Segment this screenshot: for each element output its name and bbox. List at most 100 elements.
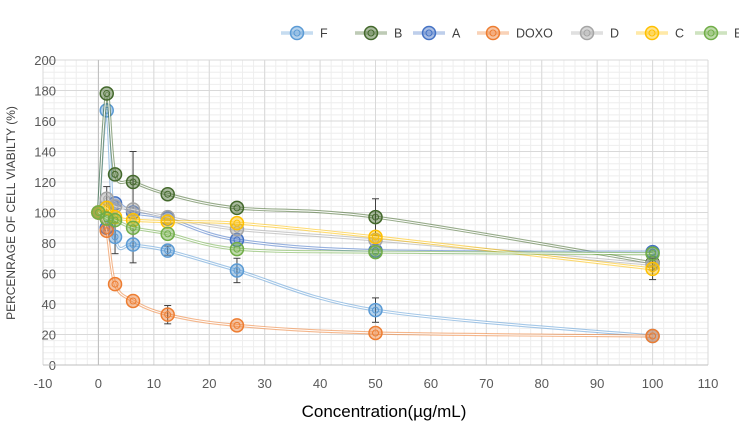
data-point-inner-f (233, 266, 241, 274)
data-point-f (229, 263, 245, 278)
data-point-f (368, 302, 383, 318)
data-point-e (368, 244, 383, 260)
legend-item-b[interactable]: B (355, 25, 402, 41)
data-point-doxo (125, 293, 141, 309)
data-point-inner-e (233, 245, 241, 253)
data-point-e (229, 241, 245, 257)
legend-marker-f (289, 25, 305, 41)
data-point-inner-c (129, 216, 137, 224)
x-tick-label: -10 (34, 376, 53, 391)
legend-label-f: F (320, 27, 328, 41)
legend-marker-inner-e (707, 29, 715, 37)
y-tick-label: 20 (42, 328, 56, 343)
data-point-inner-doxo (649, 332, 657, 340)
data-point-inner-f (129, 241, 137, 249)
y-tick-label: 120 (34, 175, 56, 190)
data-point-c (229, 215, 245, 231)
series-lines (91, 86, 660, 344)
data-point-inner-e (103, 215, 111, 223)
data-point-inner-d (111, 202, 119, 210)
y-tick-label: 140 (34, 145, 56, 160)
data-point-inner-b (129, 178, 137, 186)
legend-marker-inner-a (425, 29, 433, 37)
x-tick-label: 70 (479, 376, 493, 391)
y-tick-label: 60 (42, 267, 56, 282)
data-point-doxo (229, 318, 245, 333)
data-point-b (368, 209, 383, 225)
data-point-b (99, 86, 114, 101)
legend-item-d[interactable]: D (571, 25, 619, 41)
x-tick-label: 100 (642, 376, 664, 391)
x-tick-label: 80 (535, 376, 549, 391)
axes: -100102030405060708090100110020406080100… (34, 53, 719, 391)
legend-label-e: E (734, 27, 739, 41)
x-tick-label: 30 (257, 376, 271, 391)
data-point-b (229, 200, 245, 216)
legend-marker-inner-c (648, 29, 656, 37)
data-point-inner-c (164, 218, 172, 226)
data-point-c (99, 200, 114, 216)
data-point-inner-e (164, 230, 172, 238)
data-point-doxo (645, 328, 660, 344)
data-point-doxo (107, 276, 123, 292)
series-line-inner-b (97, 93, 653, 264)
x-tick-label: 50 (368, 376, 382, 391)
data-point-inner-doxo (111, 280, 119, 288)
legend-item-f[interactable]: F (281, 25, 328, 41)
data-point-inner-f (164, 247, 172, 255)
data-point-f (99, 103, 114, 118)
data-point-inner-doxo (129, 297, 137, 305)
legend-marker-inner-f (293, 29, 301, 37)
legend-item-a[interactable]: A (413, 25, 461, 41)
legend-marker-doxo (485, 25, 501, 41)
data-point-e (125, 220, 141, 235)
data-point-d (125, 202, 141, 217)
data-point-inner-e (649, 250, 657, 258)
legend-item-e[interactable]: E (695, 25, 739, 41)
data-point-doxo (99, 223, 114, 239)
data-point-inner-doxo (164, 311, 172, 319)
data-point-inner-doxo (103, 227, 111, 235)
data-point-b (160, 186, 175, 202)
x-tick-label: 10 (147, 376, 161, 391)
legend-marker-inner-b (367, 29, 375, 37)
data-point-inner-d (129, 205, 137, 213)
data-point-doxo (368, 325, 383, 341)
legend-label-b: B (394, 27, 402, 41)
legend-label-doxo: DOXO (516, 27, 553, 41)
x-tick-label: 90 (590, 376, 604, 391)
x-tick-label: 110 (698, 376, 719, 391)
x-tick-label: 40 (313, 376, 327, 391)
data-point-e (107, 212, 123, 228)
series-c (91, 200, 660, 281)
data-point-inner-b (103, 90, 111, 98)
series-e (91, 205, 660, 261)
data-point-e (645, 246, 660, 261)
data-point-e (160, 226, 175, 242)
legend-marker-b (363, 25, 379, 41)
legend-item-c[interactable]: C (636, 25, 684, 41)
y-tick-label: 80 (42, 236, 56, 251)
data-point-b (107, 167, 123, 182)
legend-marker-c (644, 25, 660, 41)
legend[interactable]: F B A DOXO D C E (281, 25, 739, 41)
legend-marker-inner-d (583, 29, 591, 37)
legend-item-doxo[interactable]: DOXO (477, 25, 553, 41)
y-tick-label: 40 (42, 297, 56, 312)
x-axis-title: Concentration(µg/mL) (302, 402, 467, 421)
legend-label-d: D (610, 27, 619, 41)
y-tick-label: 100 (34, 206, 56, 221)
y-axis-title: PERCENRAGE OF CELL VIABILTY (%) (4, 106, 18, 320)
legend-marker-e (703, 25, 719, 41)
y-tick-label: 180 (34, 84, 56, 99)
data-point-inner-b (164, 190, 172, 198)
legend-marker-a (421, 25, 437, 41)
data-point-inner-doxo (233, 321, 241, 329)
data-point-f (160, 243, 175, 258)
data-point-inner-c (233, 219, 241, 227)
data-point-inner-doxo (372, 329, 379, 337)
data-point-inner-e (94, 209, 102, 216)
legend-label-a: A (452, 27, 461, 41)
